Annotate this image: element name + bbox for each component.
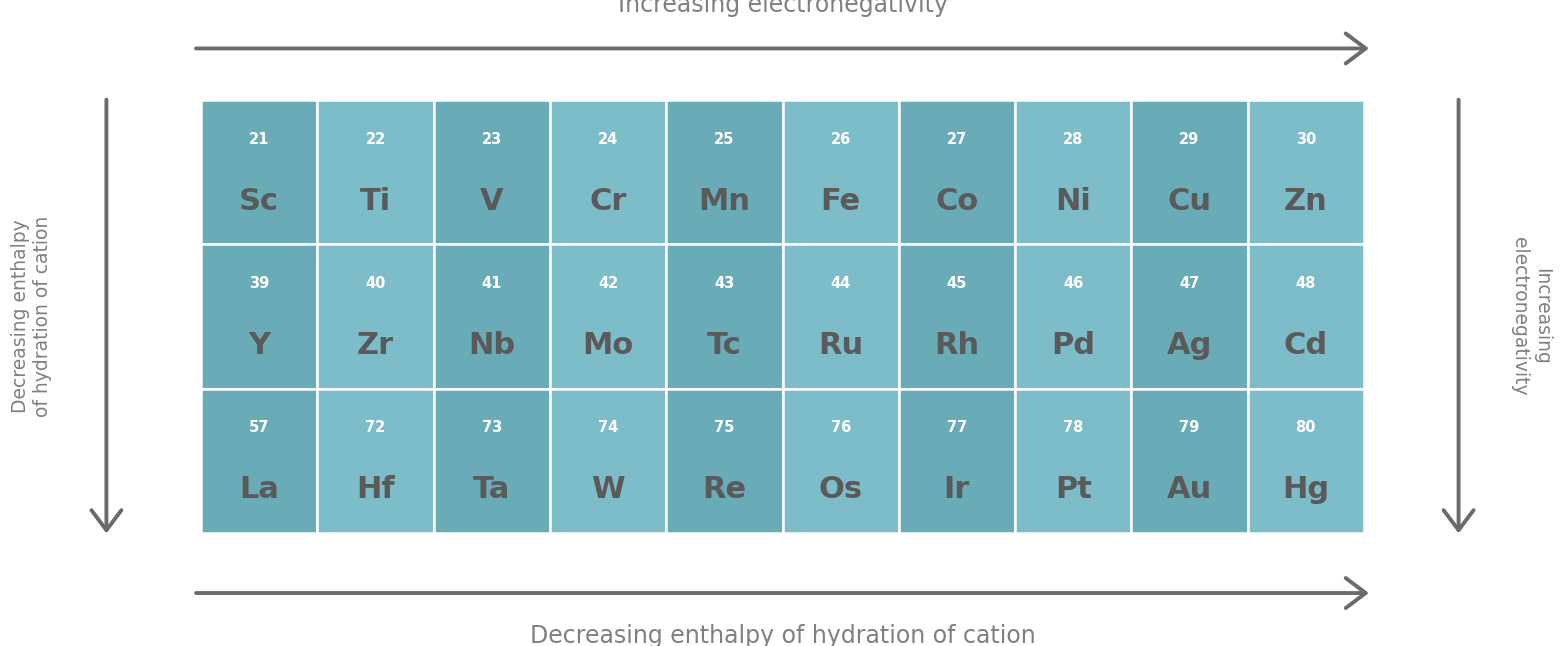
Text: Ti: Ti <box>360 187 391 216</box>
Text: Decreasing enthalpy of hydration of cation: Decreasing enthalpy of hydration of cati… <box>529 624 1036 646</box>
Text: Au: Au <box>1167 475 1213 504</box>
Bar <box>200 389 318 533</box>
Text: 25: 25 <box>714 132 734 147</box>
Text: 45: 45 <box>947 276 967 291</box>
Bar <box>898 244 1016 389</box>
Bar <box>667 389 782 533</box>
Bar <box>898 389 1016 533</box>
Text: 46: 46 <box>1063 276 1083 291</box>
Text: Increasing electronegativity: Increasing electronegativity <box>618 0 947 17</box>
Text: Pd: Pd <box>1052 331 1096 360</box>
Text: V: V <box>480 187 504 216</box>
Bar <box>898 100 1016 244</box>
Text: Nb: Nb <box>468 331 515 360</box>
Text: 57: 57 <box>249 420 269 435</box>
Text: Mn: Mn <box>698 187 750 216</box>
Text: Cr: Cr <box>590 187 626 216</box>
Text: Ag: Ag <box>1167 331 1213 360</box>
Bar <box>549 100 667 244</box>
Text: 72: 72 <box>365 420 385 435</box>
Text: Co: Co <box>936 187 978 216</box>
Text: 30: 30 <box>1296 132 1316 147</box>
Text: 39: 39 <box>249 276 269 291</box>
Text: 74: 74 <box>598 420 618 435</box>
Text: Y: Y <box>249 331 271 360</box>
Bar <box>200 100 318 244</box>
Text: 75: 75 <box>714 420 734 435</box>
Bar <box>549 244 667 389</box>
Bar <box>1247 100 1365 244</box>
Bar <box>1016 100 1131 244</box>
Text: 79: 79 <box>1180 420 1200 435</box>
Text: Ta: Ta <box>473 475 510 504</box>
Text: 48: 48 <box>1296 276 1316 291</box>
Bar <box>782 100 898 244</box>
Bar <box>1016 244 1131 389</box>
Bar <box>318 100 434 244</box>
Text: Pt: Pt <box>1055 475 1092 504</box>
Bar <box>434 244 549 389</box>
Text: Zr: Zr <box>357 331 394 360</box>
Bar <box>549 389 667 533</box>
Text: 23: 23 <box>482 132 502 147</box>
Text: Os: Os <box>818 475 862 504</box>
Text: Ru: Ru <box>818 331 864 360</box>
Bar <box>1131 244 1247 389</box>
Text: 29: 29 <box>1180 132 1200 147</box>
Text: Tc: Tc <box>707 331 742 360</box>
Text: 24: 24 <box>598 132 618 147</box>
Text: Ni: Ni <box>1055 187 1091 216</box>
Bar <box>667 244 782 389</box>
Text: Zn: Zn <box>1283 187 1327 216</box>
Text: Increasing
electronegativity: Increasing electronegativity <box>1510 237 1551 396</box>
Text: W: W <box>592 475 624 504</box>
Bar <box>782 244 898 389</box>
Text: 22: 22 <box>365 132 385 147</box>
Bar <box>1016 389 1131 533</box>
Text: 26: 26 <box>831 132 851 147</box>
Text: Rh: Rh <box>934 331 980 360</box>
Text: 41: 41 <box>482 276 502 291</box>
Text: Mo: Mo <box>582 331 634 360</box>
Text: 78: 78 <box>1063 420 1083 435</box>
Text: La: La <box>239 475 279 504</box>
Text: 27: 27 <box>947 132 967 147</box>
Text: 77: 77 <box>947 420 967 435</box>
Bar <box>782 389 898 533</box>
Text: Re: Re <box>703 475 747 504</box>
Bar <box>1131 100 1247 244</box>
Bar <box>200 244 318 389</box>
Text: 73: 73 <box>482 420 502 435</box>
Bar <box>318 389 434 533</box>
Text: 47: 47 <box>1180 276 1200 291</box>
Bar <box>1247 244 1365 389</box>
Bar <box>1247 389 1365 533</box>
Text: Cu: Cu <box>1167 187 1211 216</box>
Bar <box>667 100 782 244</box>
Text: Sc: Sc <box>239 187 279 216</box>
Text: Cd: Cd <box>1283 331 1327 360</box>
Text: 80: 80 <box>1296 420 1316 435</box>
Text: 43: 43 <box>714 276 734 291</box>
Text: Ir: Ir <box>944 475 970 504</box>
Bar <box>1131 389 1247 533</box>
Bar <box>434 389 549 533</box>
Text: 42: 42 <box>598 276 618 291</box>
Text: 28: 28 <box>1063 132 1083 147</box>
Text: 21: 21 <box>249 132 269 147</box>
Bar <box>434 100 549 244</box>
Bar <box>318 244 434 389</box>
Text: Hf: Hf <box>357 475 394 504</box>
Text: 44: 44 <box>831 276 851 291</box>
Text: Hg: Hg <box>1282 475 1329 504</box>
Text: 40: 40 <box>365 276 385 291</box>
Text: Decreasing enthalpy
of hydration of cation: Decreasing enthalpy of hydration of cati… <box>11 216 52 417</box>
Text: 76: 76 <box>831 420 851 435</box>
Text: Fe: Fe <box>820 187 861 216</box>
